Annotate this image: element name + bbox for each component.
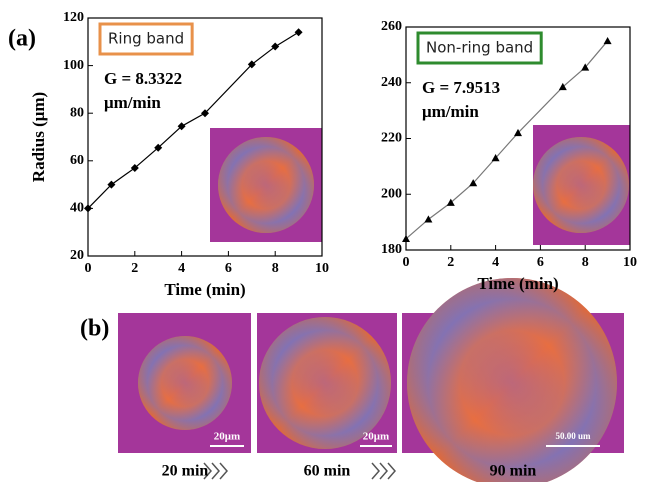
marker	[424, 215, 433, 223]
marker	[446, 198, 455, 206]
y-tick-label: 60	[70, 153, 84, 168]
marker	[491, 154, 500, 162]
x-tick-label: 0	[85, 261, 92, 276]
x-tick-label: 2	[447, 255, 454, 270]
plot-frame	[87, 17, 323, 257]
marker	[514, 128, 522, 137]
y-tick-label: 20	[70, 248, 84, 263]
scale-label: 20μm	[214, 431, 240, 443]
marker	[294, 28, 303, 37]
y-tick-label: 100	[63, 58, 84, 73]
x-tick-label: 10	[623, 255, 637, 270]
y-tick-label: 260	[381, 19, 402, 34]
scale-label: 20μm	[363, 431, 389, 443]
marker	[107, 180, 116, 189]
x-tick-label: 0	[403, 255, 410, 270]
marker	[130, 163, 139, 172]
legend-label: Ring band	[108, 30, 184, 48]
annotation: μm/min	[104, 93, 161, 112]
inset-micrograph	[533, 125, 630, 245]
marker	[84, 204, 92, 213]
legend-box	[416, 31, 543, 65]
x-tick-label: 6	[537, 255, 544, 270]
y-tick-label: 240	[381, 75, 402, 90]
x-tick-label: 4	[178, 261, 185, 276]
x-tick-label: 6	[225, 261, 232, 276]
x-tick-label: 10	[315, 261, 329, 276]
legend-label: Non-ring band	[426, 39, 533, 57]
y-tick-label: 180	[381, 242, 402, 257]
marker	[177, 122, 186, 131]
marker	[581, 63, 590, 71]
legend-box	[98, 22, 194, 56]
marker	[271, 42, 280, 51]
marker	[603, 36, 612, 45]
marker	[201, 109, 209, 118]
marker	[247, 60, 256, 69]
y-tick-label: 80	[70, 105, 84, 120]
micrograph-time: 90 min	[490, 463, 537, 480]
panel-label: (a)	[8, 26, 36, 52]
panel-label: (b)	[80, 316, 109, 342]
annotation: G = 7.9513	[422, 78, 500, 97]
marker	[558, 82, 567, 91]
micrograph-time: 20 min	[162, 463, 209, 480]
x-tick-label: 2	[131, 261, 138, 276]
marker	[154, 143, 163, 152]
y-tick-label: 200	[381, 186, 402, 201]
x-tick-label: 8	[272, 261, 279, 276]
inset-micrograph	[210, 128, 322, 242]
annotation: G = 8.3322	[104, 69, 182, 88]
x-axis-label: Time (min)	[477, 274, 558, 293]
y-axis-label: Radius (μm)	[29, 92, 48, 182]
x-axis-label: Time (min)	[164, 280, 245, 299]
y-tick-label: 120	[63, 10, 84, 25]
x-tick-label: 4	[492, 255, 499, 270]
x-tick-label: 8	[582, 255, 589, 270]
scale-label: 50.00 um	[555, 431, 591, 441]
micrograph	[118, 313, 251, 453]
y-tick-label: 220	[381, 131, 402, 146]
micrograph	[402, 278, 624, 482]
arrow	[203, 462, 396, 480]
annotation: μm/min	[422, 102, 479, 121]
y-tick-label: 40	[70, 201, 84, 216]
micrograph	[257, 313, 397, 453]
marker	[469, 179, 478, 187]
micrograph-time: 60 min	[304, 463, 351, 480]
marker	[402, 234, 410, 243]
